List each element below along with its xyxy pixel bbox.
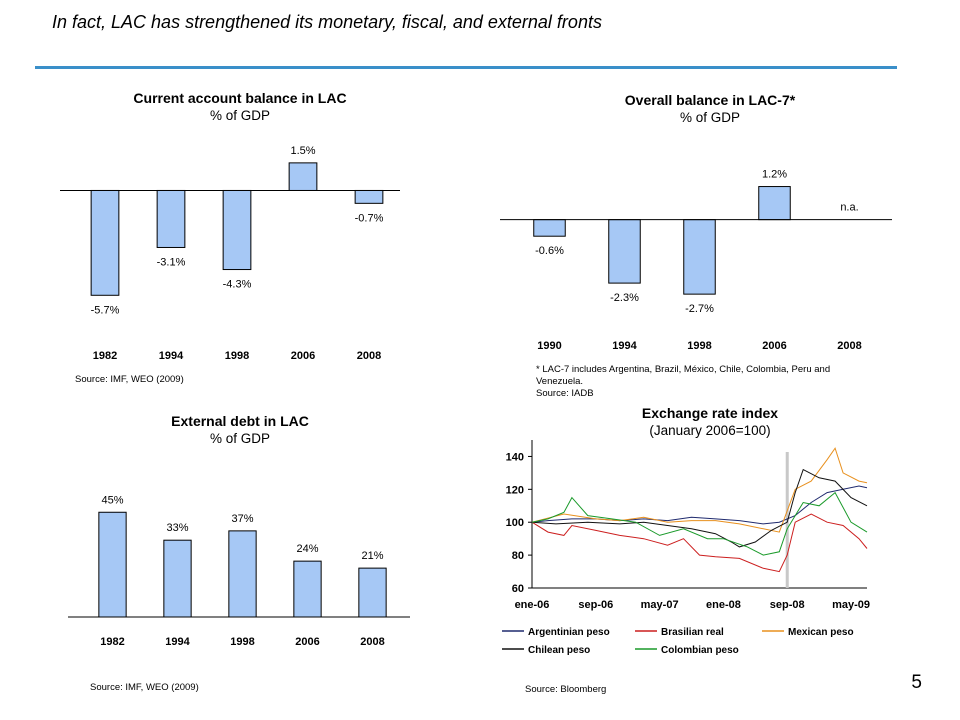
page-number: 5	[911, 672, 922, 693]
current-account-data-label: -0.7%	[355, 212, 384, 224]
current-account-bar	[354, 189, 384, 204]
current-account-tick-label: 1998	[225, 350, 249, 362]
overall-balance-tick-label: 2008	[837, 340, 861, 352]
external-debt-data-label: 24%	[296, 543, 318, 555]
external-debt-source: Source: IMF, WEO (2009)	[90, 682, 199, 693]
overall-balance-tick-label: 1990	[537, 340, 561, 352]
external-debt-chart: 45% 1982 33% 1994 37% 1998 24% 2006 21% 2008	[68, 494, 410, 648]
exchange-rate-legend-label: Brasilian real	[661, 627, 724, 638]
external-debt-data-label: 21%	[361, 550, 383, 562]
current-account-bar	[222, 189, 252, 271]
overall-balance-data-label: -2.7%	[685, 303, 714, 315]
current-account-subtitle: % of GDP	[209, 108, 271, 123]
overall-balance-data-label: -0.6%	[535, 245, 564, 257]
external-debt-title: External debt in LAC	[171, 413, 309, 429]
overall-balance-note-line: Venezuela.	[536, 376, 584, 387]
exchange-rate-legend-label: Argentinian peso	[528, 627, 610, 638]
exchange-rate-y-tick-label: 140	[506, 451, 524, 463]
current-account-source: Source: IMF, WEO (2009)	[75, 374, 184, 385]
current-account-data-label: -5.7%	[91, 304, 120, 316]
overall-balance-data-label: n.a.	[840, 202, 858, 214]
external-debt-subtitle: % of GDP	[209, 431, 271, 446]
exchange-rate-x-tick-label: may-09	[832, 599, 870, 611]
exchange-rate-series-line	[531, 513, 868, 573]
current-account-bar	[156, 189, 186, 248]
current-account-tick-label: 1982	[93, 350, 117, 362]
exchange-rate-y-tick-label: 120	[506, 484, 524, 496]
external-debt-tick-label: 1998	[230, 636, 254, 648]
exchange-rate-series-line	[531, 468, 868, 548]
exchange-rate-subtitle: (January 2006=100)	[649, 423, 771, 438]
overall-balance-title: Overall balance in LAC-7*	[624, 92, 796, 108]
overall-balance-note: * LAC-7 includes Argentina, Brazil, Méxi…	[536, 364, 886, 400]
overall-balance-tick-label: 1998	[687, 340, 711, 352]
overall-balance-chart: -0.6% 1990 -2.3% 1994 -2.7% 1998 1.2% 2006 n.a. 2…	[500, 169, 892, 352]
current-account-tick-label: 2008	[357, 350, 381, 362]
current-account-data-label: 1.5%	[290, 145, 315, 157]
current-account-data-label: -4.3%	[223, 279, 252, 291]
overall-balance-tick-label: 2006	[762, 340, 786, 352]
exchange-rate-legend-label: Mexican peso	[788, 627, 854, 638]
external-debt-bar	[98, 511, 127, 618]
exchange-rate-x-tick-label: sep-08	[770, 599, 805, 611]
exchange-rate-legend-label: Colombian peso	[661, 645, 739, 656]
exchange-rate-series-line	[531, 447, 868, 533]
overall-balance-note-line: Source: IADB	[536, 388, 594, 399]
overall-balance-bar	[608, 219, 641, 284]
exchange-rate-x-tick-label: may-07	[641, 599, 679, 611]
overall-balance-data-label: 1.2%	[762, 169, 787, 181]
overall-balance-bar	[683, 219, 716, 295]
slide-title: In fact, LAC has strengthened its moneta…	[52, 12, 602, 32]
overall-balance-tick-label: 1994	[612, 340, 637, 352]
external-debt-bar	[293, 560, 322, 618]
current-account-chart: -5.7% 1982 -3.1% 1994 -4.3% 1998 1.5% 2006 -0.7%…	[60, 145, 400, 362]
exchange-rate-chart: 60 80 100 120 140 ene-06 sep-06 may-07 ene-08 sep…	[502, 440, 870, 656]
exchange-rate-source: Source: Bloomberg	[525, 684, 607, 695]
external-debt-data-label: 45%	[101, 494, 123, 506]
external-debt-bar	[358, 567, 387, 618]
exchange-rate-series-line	[531, 491, 868, 556]
exchange-rate-series-line	[531, 485, 868, 525]
external-debt-bar	[163, 539, 192, 618]
overall-balance-subtitle: % of GDP	[679, 110, 741, 125]
external-debt-tick-label: 1994	[165, 636, 190, 648]
exchange-rate-title: Exchange rate index	[641, 405, 779, 421]
exchange-rate-y-tick-label: 100	[506, 517, 524, 529]
external-debt-bar	[228, 530, 257, 618]
external-debt-tick-label: 1982	[100, 636, 124, 648]
exchange-rate-y-tick-label: 80	[512, 550, 524, 562]
current-account-bar	[90, 189, 120, 296]
title-rule	[35, 66, 897, 69]
current-account-data-label: -3.1%	[157, 256, 186, 268]
overall-balance-bar	[533, 219, 566, 237]
overall-balance-bar	[758, 186, 791, 221]
external-debt-data-label: 37%	[231, 513, 253, 525]
external-debt-tick-label: 2008	[360, 636, 384, 648]
exchange-rate-y-tick-label: 60	[512, 583, 524, 595]
exchange-rate-x-tick-label: sep-06	[578, 599, 613, 611]
exchange-rate-legend-label: Chilean peso	[528, 645, 590, 656]
exchange-rate-x-tick-label: ene-06	[515, 599, 550, 611]
current-account-title: Current account balance in LAC	[133, 90, 347, 106]
exchange-rate-x-tick-label: ene-08	[706, 599, 741, 611]
external-debt-tick-label: 2006	[295, 636, 319, 648]
overall-balance-data-label: -2.3%	[610, 292, 639, 304]
overall-balance-note-line: * LAC-7 includes Argentina, Brazil, Méxi…	[536, 364, 831, 375]
external-debt-data-label: 33%	[166, 522, 188, 534]
current-account-tick-label: 2006	[291, 350, 315, 362]
current-account-bar	[288, 162, 318, 191]
current-account-tick-label: 1994	[159, 350, 184, 362]
